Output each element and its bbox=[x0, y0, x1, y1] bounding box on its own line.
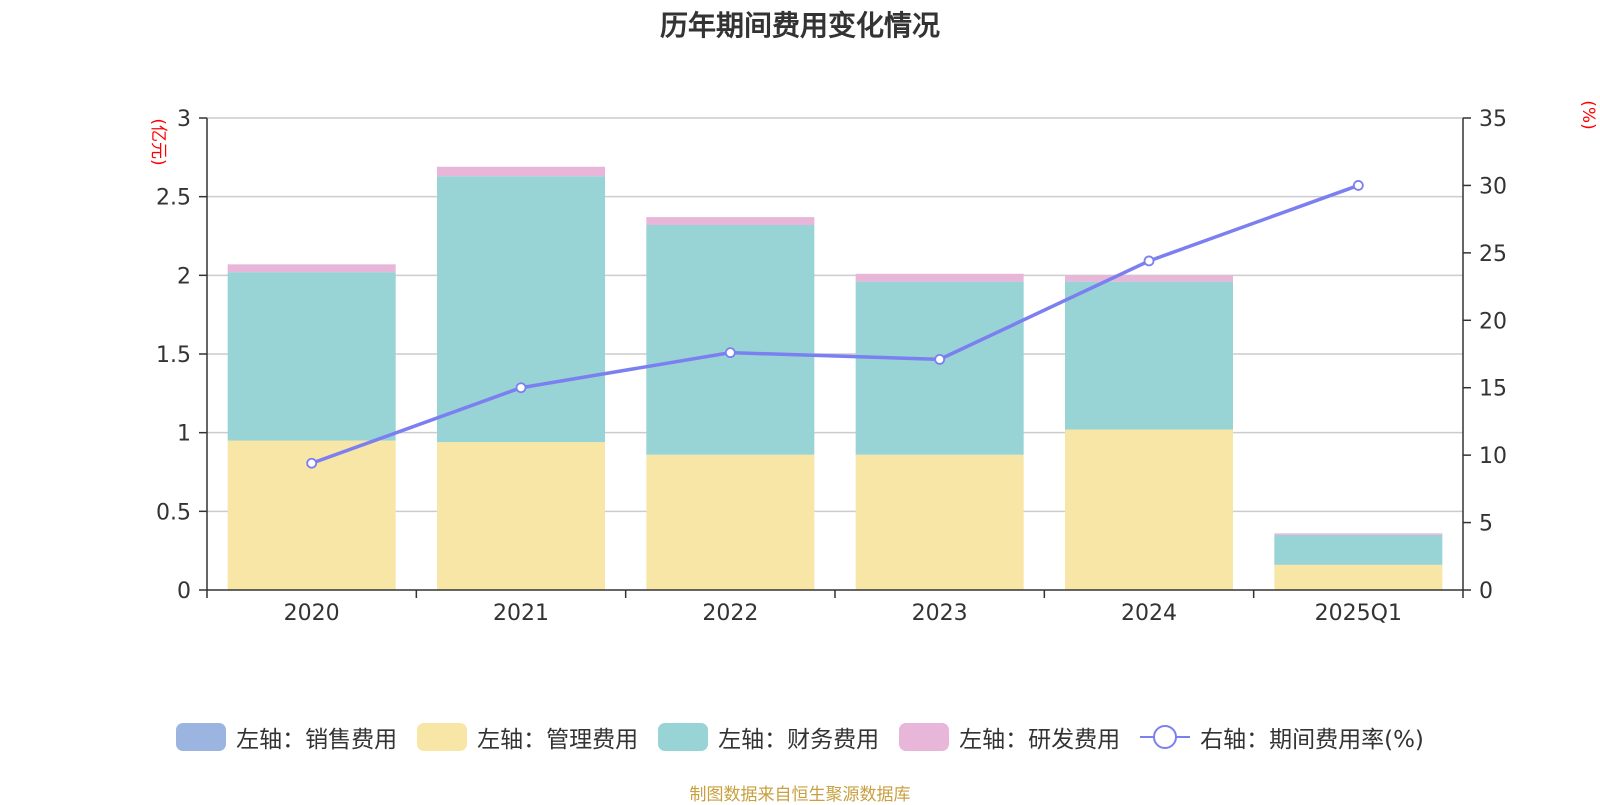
bar-segment bbox=[646, 217, 815, 225]
legend-item[interactable]: 左轴：财务费用 bbox=[658, 720, 879, 754]
left-axis-tick-label: 0.5 bbox=[156, 500, 191, 525]
legend-label: 左轴：财务费用 bbox=[718, 727, 880, 753]
legend-label: 左轴：销售费用 bbox=[236, 727, 398, 753]
legend-item[interactable]: 左轴：研发费用 bbox=[899, 720, 1120, 754]
bar-segment bbox=[646, 454, 815, 590]
rate-line-point bbox=[1143, 255, 1155, 267]
bar-segment bbox=[855, 281, 1024, 455]
x-axis-tick-label: 2020 bbox=[284, 601, 340, 626]
legend-swatch bbox=[176, 723, 227, 751]
bar-segment bbox=[855, 454, 1024, 590]
bar-segment bbox=[855, 273, 1024, 282]
legend-item[interactable]: 右轴：期间费用率(%) bbox=[1140, 720, 1424, 754]
left-axis-tick-label: 3 bbox=[177, 107, 191, 132]
legend-marker bbox=[1153, 725, 1178, 749]
x-axis-tick-label: 2022 bbox=[702, 601, 758, 626]
rate-line-point bbox=[306, 457, 318, 469]
rate-line-point bbox=[934, 353, 946, 365]
legend-item[interactable]: 左轴：销售费用 bbox=[176, 720, 397, 754]
bar-segment bbox=[1065, 281, 1233, 430]
rate-line-point bbox=[515, 382, 527, 394]
bar-segment bbox=[437, 176, 605, 443]
right-axis-tick-label: 0 bbox=[1479, 579, 1493, 604]
bar-segment bbox=[646, 224, 815, 455]
x-axis-tick-label: 2023 bbox=[912, 601, 968, 626]
rate-line-point bbox=[724, 347, 736, 359]
rate-line-series bbox=[306, 180, 1364, 469]
right-axis-tick-label: 20 bbox=[1479, 309, 1507, 334]
bar-series bbox=[227, 166, 1443, 590]
legend: 左轴：销售费用 左轴：管理费用 左轴：财务费用 左轴：研发费用 右轴：期间费用率(%) bbox=[0, 720, 1600, 754]
right-axis-tick-label: 5 bbox=[1479, 512, 1493, 537]
rate-line-point bbox=[1352, 180, 1364, 191]
left-axis-tick-label: 1.5 bbox=[156, 343, 191, 368]
legend-swatch bbox=[417, 723, 468, 751]
bar-segment bbox=[227, 264, 396, 273]
right-axis-tick-label: 10 bbox=[1479, 444, 1507, 469]
left-axis-unit-label: (亿元) bbox=[148, 118, 168, 165]
right-axis-tick-label: 30 bbox=[1479, 174, 1507, 199]
source-note: 制图数据来自恒生聚源数据库 bbox=[689, 785, 911, 805]
x-axis-tick-label: 2021 bbox=[493, 601, 549, 626]
legend-label: 右轴：期间费用率(%) bbox=[1200, 727, 1424, 753]
left-axis-tick-label: 1 bbox=[177, 422, 191, 447]
right-axis-unit-label: (%) bbox=[1578, 100, 1598, 129]
bar-segment bbox=[1274, 533, 1443, 535]
legend-swatch bbox=[658, 723, 709, 751]
grid-lines bbox=[207, 117, 1463, 513]
bar-segment bbox=[437, 166, 605, 177]
right-axis-tick-label: 35 bbox=[1479, 107, 1507, 132]
bar-segment bbox=[1065, 429, 1233, 590]
bar-segment bbox=[1065, 275, 1233, 282]
bar-segment bbox=[1274, 564, 1443, 590]
left-axis-tick-label: 2 bbox=[177, 264, 191, 289]
bar-segment bbox=[437, 442, 605, 590]
bar-segment bbox=[227, 272, 396, 441]
legend-item[interactable]: 左轴：管理费用 bbox=[417, 720, 638, 754]
right-axis-tick-label: 15 bbox=[1479, 377, 1507, 402]
bar-segment bbox=[1274, 534, 1443, 565]
rate-line bbox=[311, 183, 1359, 465]
chart-title: 历年期间费用变化情况 bbox=[659, 9, 940, 42]
x-axis-tick-label: 2025Q1 bbox=[1315, 601, 1402, 626]
legend-line-marker-icon bbox=[1140, 725, 1191, 749]
left-axis-tick-label: 2.5 bbox=[156, 186, 191, 211]
right-axis-tick-label: 25 bbox=[1479, 242, 1507, 267]
left-axis-tick-label: 0 bbox=[177, 579, 191, 604]
x-axis-tick-label: 2024 bbox=[1121, 601, 1177, 626]
legend-swatch bbox=[899, 723, 950, 751]
legend-label: 左轴：研发费用 bbox=[959, 727, 1121, 753]
legend-label: 左轴：管理费用 bbox=[477, 727, 639, 753]
